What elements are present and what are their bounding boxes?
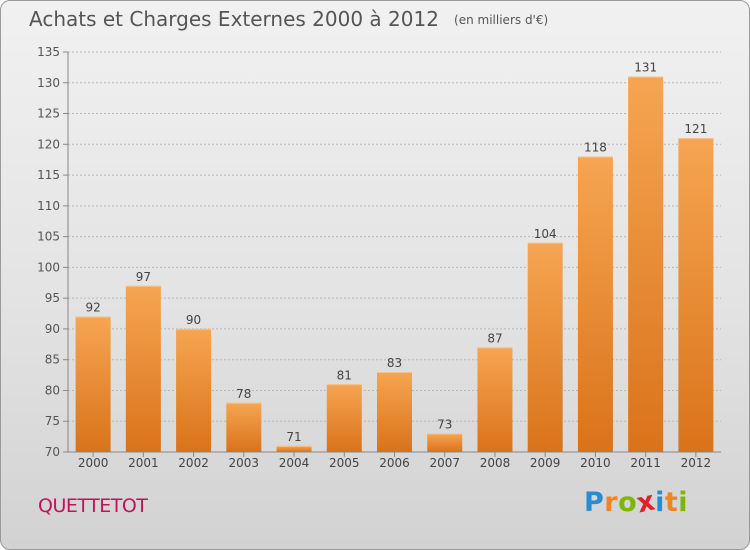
value-label: 104 — [534, 227, 557, 241]
commune-name: QUETTETOT — [38, 495, 148, 517]
x-tick-label: 2005 — [329, 456, 360, 470]
logo-letter: o — [618, 487, 638, 518]
value-label: 97 — [136, 270, 151, 284]
bar-2002 — [176, 328, 212, 452]
bars — [75, 76, 714, 452]
y-tick-label: 115 — [37, 168, 60, 182]
x-tick-label: 2000 — [78, 456, 109, 470]
x-tick-label: 2007 — [429, 456, 460, 470]
logo-letter: r — [604, 487, 619, 518]
x-tick-label: 2010 — [580, 456, 611, 470]
logo-letter: i — [678, 487, 689, 518]
value-label: 87 — [487, 331, 502, 345]
y-tick-label: 90 — [45, 322, 60, 336]
bar-2007 — [427, 433, 463, 452]
y-tick-label: 85 — [45, 353, 60, 367]
y-tick-label: 80 — [45, 383, 60, 397]
chart-title: Achats et Charges Externes 2000 à 2012 (… — [29, 7, 548, 31]
y-tick-label: 105 — [37, 230, 60, 244]
value-label: 81 — [337, 368, 352, 382]
y-tick-label: 130 — [37, 76, 60, 90]
y-tick-label: 75 — [45, 414, 60, 428]
subtitle-text: (en milliers d'€) — [454, 13, 549, 27]
bar-2000 — [75, 316, 111, 452]
x-tick-label: 2004 — [279, 456, 310, 470]
bar-2012 — [678, 138, 714, 452]
x-tick-label: 2012 — [681, 456, 712, 470]
x-tick-label: 2002 — [178, 456, 209, 470]
value-label: 118 — [584, 141, 607, 155]
x-tick-label: 2006 — [379, 456, 410, 470]
bar-2008 — [477, 347, 513, 452]
bar-2006 — [377, 372, 412, 452]
value-label: 83 — [387, 356, 402, 370]
y-tick-label: 95 — [45, 291, 60, 305]
x-tick-label: 2003 — [229, 456, 260, 470]
bar-2001 — [125, 285, 161, 452]
logo-letter: P — [584, 487, 605, 518]
bar-2004 — [276, 445, 312, 452]
x-tick-label: 2011 — [630, 456, 661, 470]
x-tick-label: 2001 — [128, 456, 159, 470]
value-label: 90 — [186, 313, 201, 327]
bar-2003 — [226, 402, 262, 452]
value-label: 131 — [634, 61, 657, 75]
y-tick-label: 135 — [37, 45, 60, 59]
value-label: 71 — [286, 430, 301, 444]
y-tick-label: 110 — [37, 199, 60, 213]
value-label: 78 — [236, 387, 251, 401]
value-label: 121 — [684, 122, 707, 136]
x-tick-label: 2009 — [530, 456, 561, 470]
value-label: 92 — [85, 301, 100, 315]
bar-2011 — [628, 76, 664, 452]
logo-letter: i — [655, 487, 665, 518]
y-tick-label: 120 — [37, 137, 60, 151]
y-tick-label: 70 — [45, 445, 60, 459]
value-label: 73 — [437, 418, 452, 432]
bar-2009 — [527, 242, 563, 452]
x-tick-label: 2008 — [480, 456, 511, 470]
bar-2005 — [326, 384, 362, 452]
bar-2010 — [577, 156, 613, 452]
axes: 70 75 80 85 90 95 100 105 110 115 120 125 130 135 — [37, 45, 721, 459]
logo-letter: t — [664, 487, 679, 518]
title-text: Achats et Charges Externes 2000 à 2012 — [29, 7, 439, 31]
proxiti-logo: Proxiti — [584, 485, 689, 519]
labels: 92 2000 97 2001 90 2002 78 2003 71 2004 81 2005 83 20… — [78, 61, 711, 470]
y-tick-label: 100 — [37, 260, 60, 274]
y-tick-label: 125 — [37, 107, 60, 121]
